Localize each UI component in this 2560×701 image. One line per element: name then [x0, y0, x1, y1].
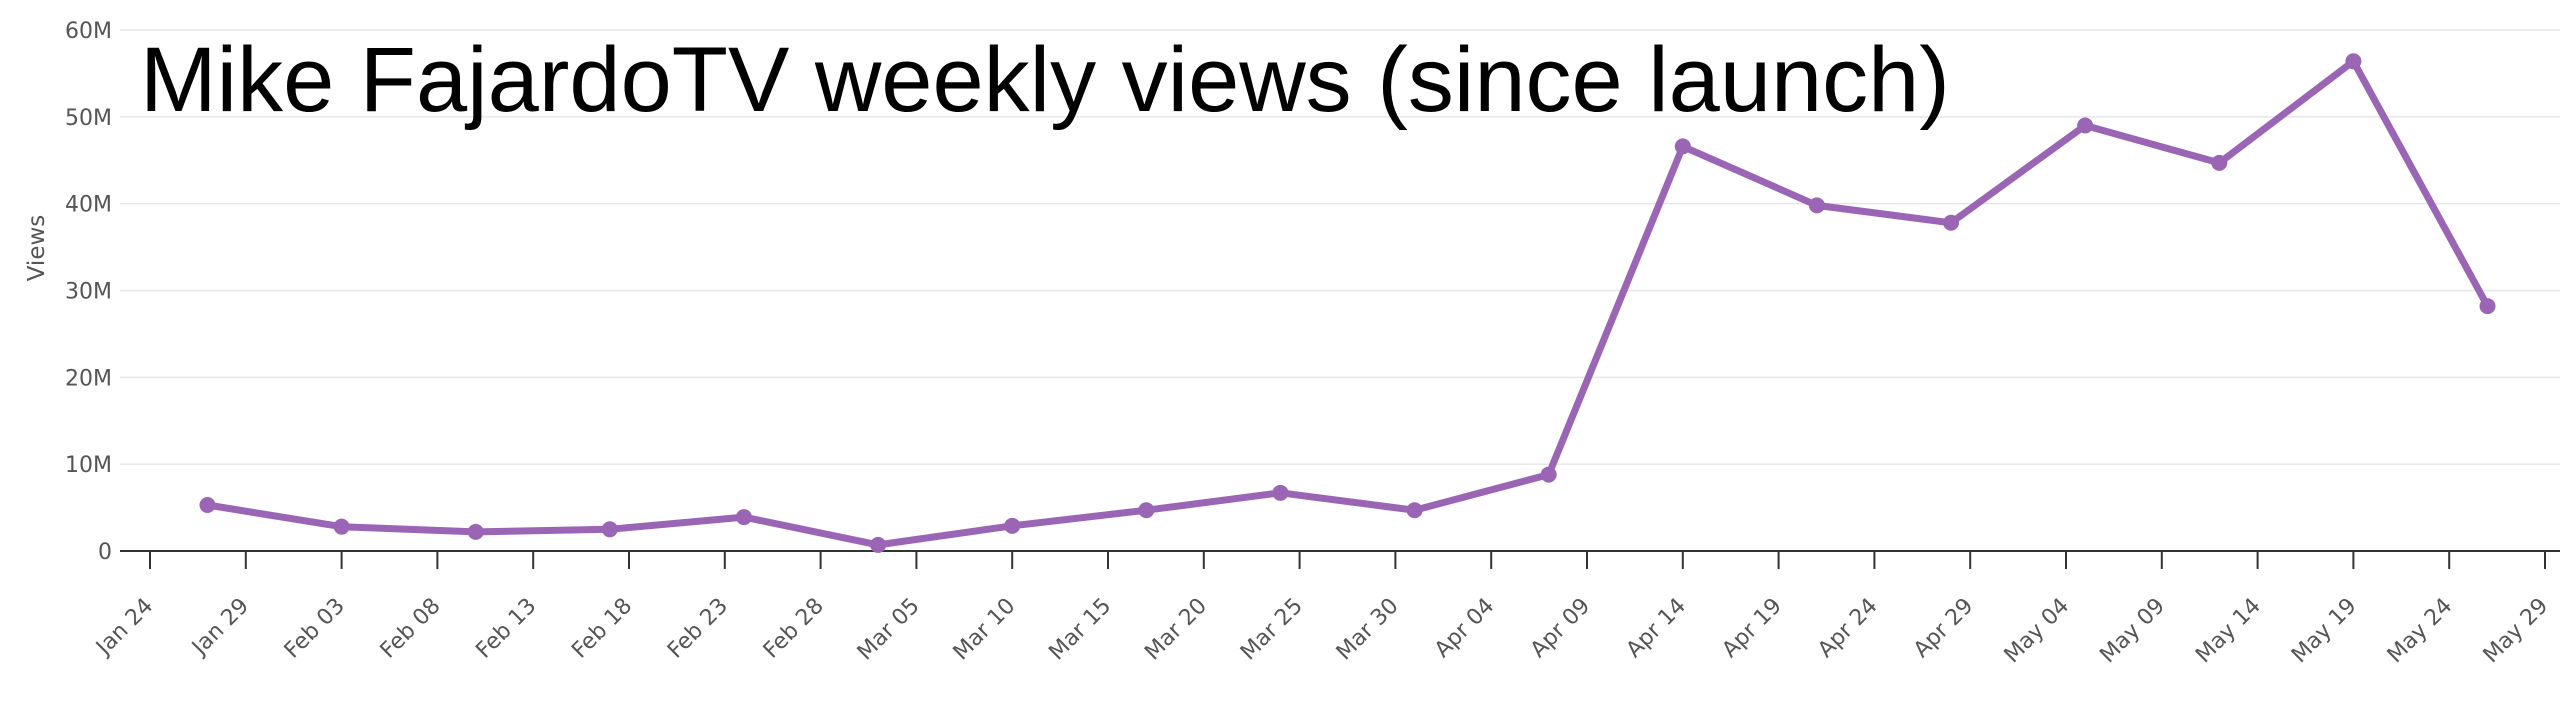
x-tick-label: Feb 18 — [567, 594, 637, 664]
x-tick-label: Mar 15 — [1044, 594, 1116, 666]
data-point — [2479, 298, 2496, 315]
x-tick-label: Apr 04 — [1430, 594, 1499, 663]
data-point — [870, 536, 887, 553]
x-tick-label: May 09 — [2095, 594, 2170, 669]
x-tick-label: May 24 — [2383, 594, 2458, 669]
data-point — [1138, 502, 1155, 519]
data-point — [1004, 517, 1021, 534]
x-tick-label: May 19 — [2287, 594, 2362, 669]
data-point — [1540, 466, 1557, 483]
x-tick-label: Feb 13 — [471, 594, 541, 664]
x-tick-label: Jan 24 — [90, 594, 158, 662]
x-tick-label: Feb 03 — [280, 594, 350, 664]
x-tick-label: Mar 30 — [1332, 594, 1404, 666]
y-tick-label: 20M — [65, 366, 112, 391]
data-point — [467, 523, 484, 540]
y-tick-label: 30M — [65, 280, 112, 305]
y-tick-label: 50M — [65, 106, 112, 131]
x-tick-label: Apr 09 — [1526, 594, 1595, 663]
x-tick-label: Mar 20 — [1140, 594, 1212, 666]
x-tick-label: Feb 28 — [759, 594, 829, 664]
data-point — [1272, 484, 1289, 501]
y-axis-ticks: 0 10M 20M 30M 40M 50M 60M — [65, 19, 112, 565]
y-tick-label: 40M — [65, 193, 112, 218]
x-tick-label: Apr 19 — [1718, 594, 1787, 663]
y-tick-label: 10M — [65, 453, 112, 478]
grid-lines — [120, 29, 2560, 465]
series-line — [204, 57, 2491, 549]
y-axis-title: Views — [24, 215, 50, 282]
x-tick-label: May 29 — [2479, 594, 2554, 669]
x-tick-label: Apr 24 — [1813, 594, 1882, 663]
chart-title: Mike FajardoTV weekly views (since launc… — [140, 29, 1950, 131]
x-tick-label: Jan 29 — [186, 594, 254, 662]
x-tick-label: May 14 — [2191, 594, 2266, 669]
data-point — [2077, 117, 2094, 134]
x-tick-label: Mar 25 — [1236, 594, 1308, 666]
x-tick-label: Feb 23 — [663, 594, 733, 664]
data-point — [1674, 138, 1691, 155]
x-tick-label: Feb 08 — [376, 594, 446, 664]
x-tick-label: May 04 — [2000, 594, 2075, 669]
data-point — [601, 521, 618, 538]
x-tick-label: Apr 14 — [1622, 594, 1691, 663]
data-point — [2211, 154, 2228, 171]
y-tick-label: 0 — [98, 540, 112, 565]
x-axis: Jan 24 Jan 29 Feb 03 Feb 08 Feb 13 Feb 18 Feb … — [90, 550, 2560, 669]
data-point — [1808, 197, 1825, 214]
data-point — [333, 518, 350, 535]
data-series — [199, 53, 2496, 553]
x-tick-label: Apr 29 — [1909, 594, 1978, 663]
data-point — [735, 509, 752, 526]
x-tick-label: Mar 05 — [853, 594, 925, 666]
x-tick-label: Mar 10 — [949, 594, 1021, 666]
data-point — [1943, 214, 1960, 231]
data-point — [2345, 53, 2362, 70]
y-tick-label: 60M — [65, 19, 112, 44]
data-point — [199, 496, 216, 513]
data-point — [1406, 502, 1423, 519]
